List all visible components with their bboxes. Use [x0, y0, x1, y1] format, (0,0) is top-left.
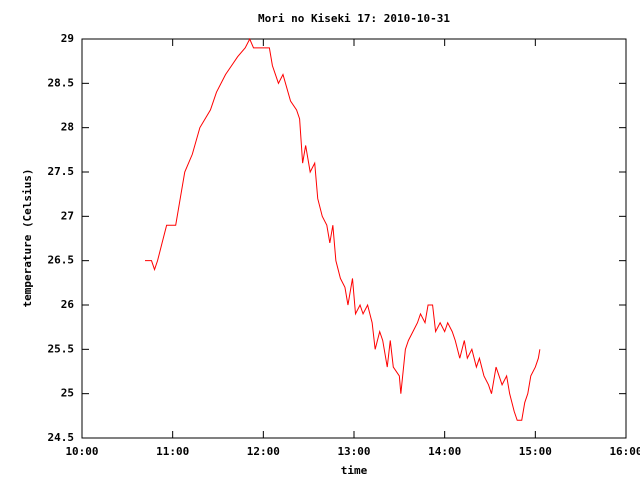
x-tick-label: 12:00: [247, 445, 280, 458]
y-tick-label: 27: [61, 209, 74, 222]
y-tick-label: 28.5: [48, 76, 75, 89]
chart-title: Mori no Kiseki 17: 2010-10-31: [258, 12, 450, 25]
y-tick-label: 26: [61, 298, 75, 311]
x-tick-label: 15:00: [519, 445, 552, 458]
y-tick-label: 25.5: [48, 342, 75, 355]
y-tick-label: 27.5: [48, 165, 75, 178]
y-tick-label: 28: [61, 121, 74, 134]
data-line: [145, 37, 541, 421]
x-tick-label: 10:00: [65, 445, 98, 458]
y-axis-label: temperature (Celsius): [21, 168, 34, 307]
y-tick-label: 25: [61, 387, 74, 400]
x-tick-label: 13:00: [337, 445, 370, 458]
y-tick-label: 26.5: [48, 254, 75, 267]
x-axis-label: time: [341, 464, 368, 477]
x-tick-label: 16:00: [609, 445, 640, 458]
y-tick-label: 24.5: [48, 431, 75, 444]
y-tick-label: 29: [61, 32, 74, 45]
x-tick-label: 14:00: [428, 445, 461, 458]
x-tick-label: 11:00: [156, 445, 189, 458]
